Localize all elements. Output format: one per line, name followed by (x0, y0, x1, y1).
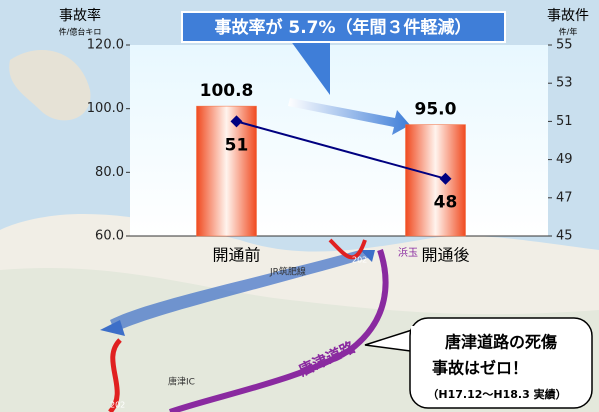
x-tick-label: 開通後 (421, 246, 469, 265)
map-label: 202 (110, 401, 125, 410)
y-tick-label: 100.0 (87, 101, 124, 116)
y2-axis-title: 事故件 (547, 8, 589, 24)
route-arrow (110, 250, 368, 332)
line-marker (439, 172, 452, 185)
bar (196, 105, 257, 237)
callout-join (411, 326, 425, 356)
map-label: 浜玉 (398, 247, 418, 259)
line (236, 120, 446, 180)
banner-pointer (290, 40, 330, 95)
banner (181, 11, 506, 43)
karatsu-road (169, 249, 389, 412)
y-tick-label: 120.0 (87, 38, 124, 53)
line-marker (230, 115, 243, 128)
line-value-label: 48 (434, 193, 458, 213)
bar-value-label: 100.8 (200, 81, 254, 101)
y2-tick-label: 47 (556, 190, 573, 205)
y-axis-title: 事故率 (59, 7, 101, 24)
map-label: JR筑肥線 (269, 266, 306, 278)
y-tick-label: 60.0 (95, 229, 124, 244)
route-arrow-head (360, 250, 375, 262)
line-value-label: 51 (225, 135, 249, 155)
trend-arrow (288, 98, 410, 135)
y2-tick-label: 49 (556, 152, 573, 167)
y2-tick-label: 53 (556, 76, 573, 91)
route-arrow-head (100, 320, 125, 336)
x-tick-label: 開通前 (212, 246, 260, 265)
y2-tick-label: 55 (556, 38, 573, 53)
plot-area (130, 45, 548, 236)
road-202 (108, 338, 122, 412)
y-axis-unit: 件/億台キロ (59, 27, 102, 37)
chart-title: 事故率が 5.7%（年間３件軽減） (214, 17, 471, 38)
map-island (9, 50, 91, 121)
y2-tick-label: 51 (556, 114, 573, 129)
y2-tick-label: 45 (556, 229, 573, 244)
y2-axis-unit: 件/年 (559, 27, 578, 37)
callout (409, 317, 593, 409)
annotation: 事故はゼロ！ (432, 359, 528, 378)
map-label: 202 (352, 256, 367, 265)
bar-value-label: 95.0 (415, 100, 457, 120)
annotation: （H17.12～H18.3 実績） (427, 387, 566, 401)
bar (405, 124, 466, 237)
road-202b (328, 238, 367, 260)
annotation: 唐津道路の死傷 (445, 333, 557, 352)
y-tick-label: 80.0 (95, 165, 124, 180)
map-label: 唐津IC (168, 376, 195, 388)
